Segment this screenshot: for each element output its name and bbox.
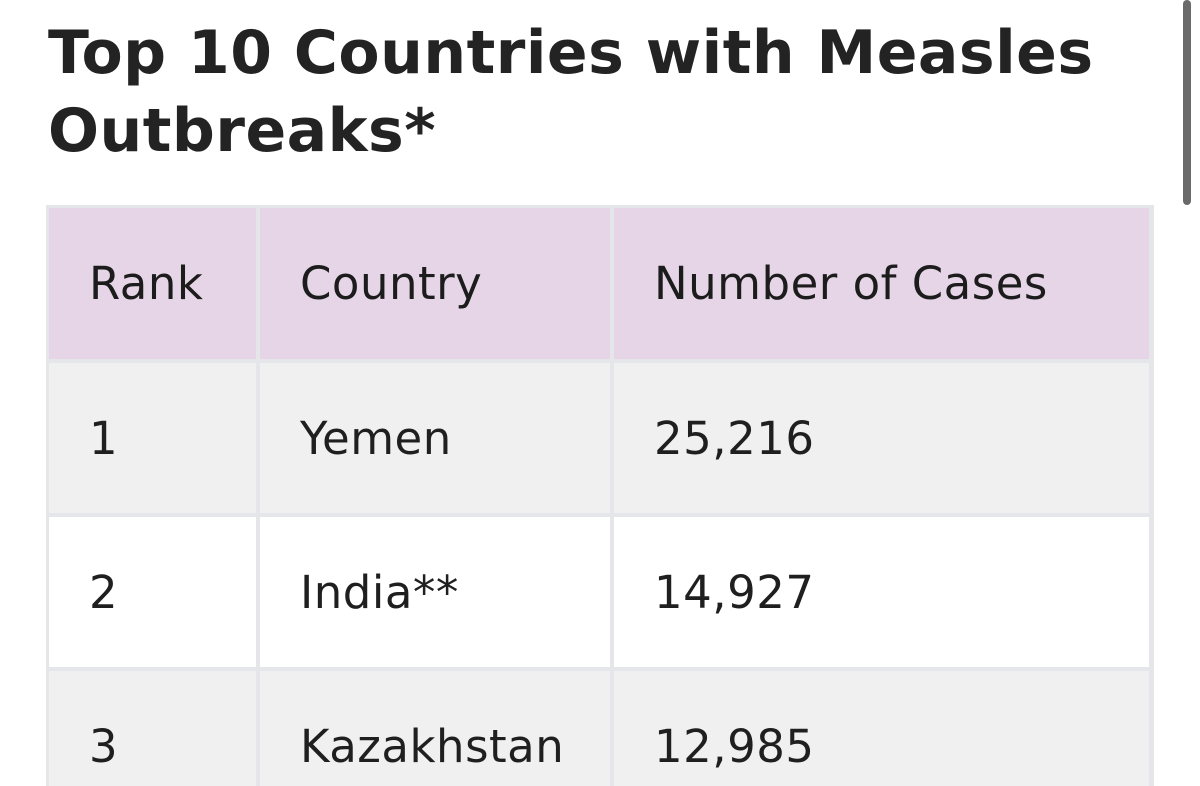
page-title: Top 10 Countries with Measles Outbreaks* <box>48 18 1094 166</box>
rank-cell: 3 <box>49 671 256 786</box>
table-row: 3 Kazakhstan 12,985 <box>49 671 1149 786</box>
rank-cell: 1 <box>49 363 256 513</box>
page-scrollbar[interactable] <box>1183 0 1191 205</box>
table-row: 1 Yemen 25,216 <box>49 363 1149 513</box>
column-header-country: Country <box>260 208 610 359</box>
country-cell: India** <box>260 517 610 667</box>
cases-cell: 25,216 <box>614 363 1149 513</box>
column-header-cases: Number of Cases <box>614 208 1149 359</box>
column-header-rank: Rank <box>49 208 256 359</box>
measles-table: Rank Country Number of Cases 1 Yemen 25,… <box>46 205 1153 786</box>
country-cell: Yemen <box>260 363 610 513</box>
measles-table-container: Rank Country Number of Cases 1 Yemen 25,… <box>46 205 1154 786</box>
rank-cell: 2 <box>49 517 256 667</box>
country-cell: Kazakhstan <box>260 671 610 786</box>
table-row: 2 India** 14,927 <box>49 517 1149 667</box>
cases-cell: 12,985 <box>614 671 1149 786</box>
table-header-row: Rank Country Number of Cases <box>49 208 1149 359</box>
cases-cell: 14,927 <box>614 517 1149 667</box>
